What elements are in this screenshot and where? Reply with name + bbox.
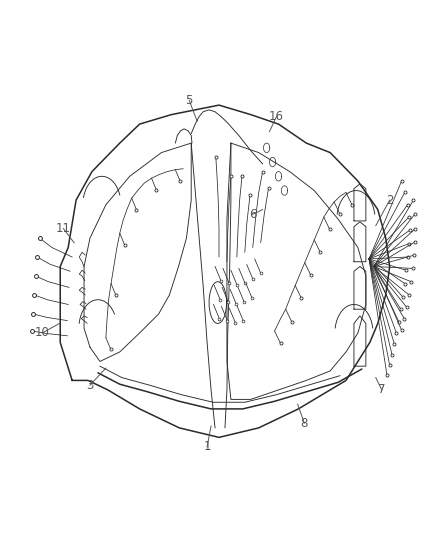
- Text: 11: 11: [56, 222, 71, 235]
- Text: 5: 5: [186, 94, 193, 107]
- Text: 8: 8: [300, 417, 308, 430]
- Text: 7: 7: [378, 383, 385, 397]
- Text: 1: 1: [203, 440, 211, 454]
- Text: 3: 3: [86, 378, 94, 392]
- Text: 10: 10: [35, 326, 50, 340]
- Text: 6: 6: [249, 208, 257, 221]
- Text: 16: 16: [269, 110, 284, 123]
- Text: 2: 2: [386, 193, 393, 207]
